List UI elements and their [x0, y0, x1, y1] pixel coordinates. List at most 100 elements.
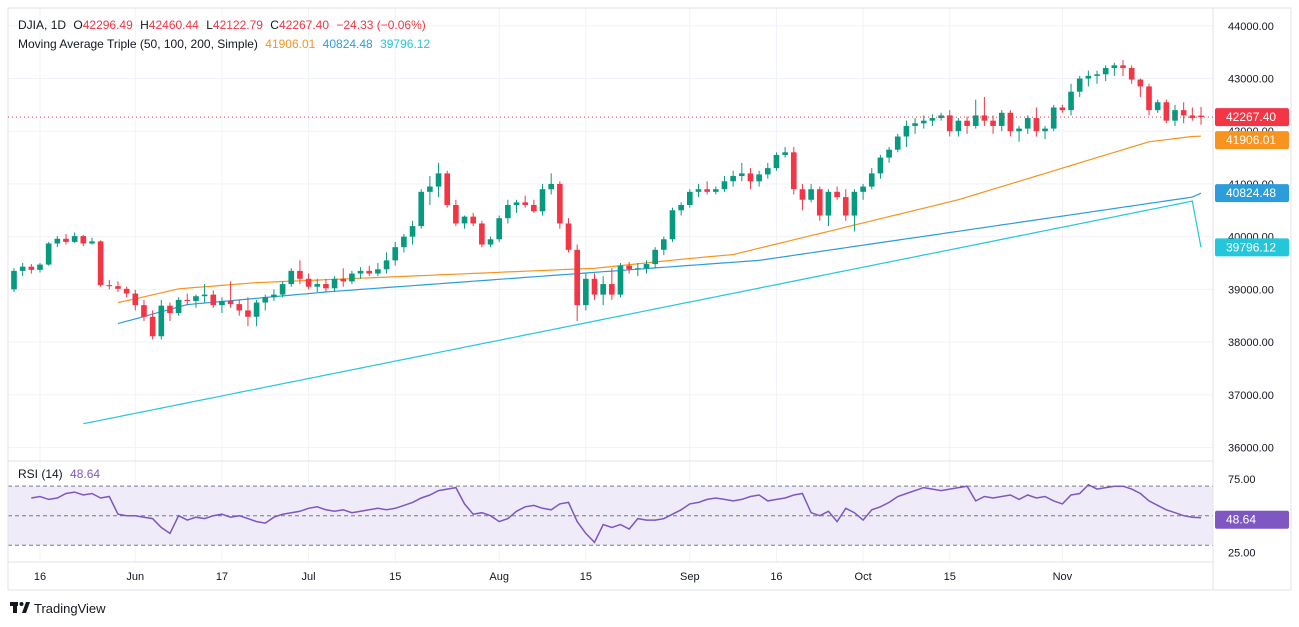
candle — [868, 168, 875, 190]
candle-body — [565, 223, 572, 250]
candle — [496, 215, 503, 242]
candle-body — [712, 189, 719, 192]
candle — [816, 186, 823, 221]
candle — [912, 118, 918, 134]
rsi-axis[interactable]: 75.00 25.00 — [1228, 474, 1256, 560]
candle — [1180, 102, 1187, 124]
price-axis[interactable]: 44000.0043000.0042000.0041000.0040000.00… — [1228, 21, 1274, 455]
candle — [834, 186, 840, 200]
candle — [80, 235, 87, 247]
price-tag-ma100-text: 40824.48 — [1226, 186, 1276, 200]
candle-body — [219, 300, 225, 306]
candle — [331, 276, 338, 292]
candle — [392, 241, 399, 266]
candle — [1085, 70, 1092, 87]
candle — [1068, 83, 1074, 116]
candle-body — [782, 152, 788, 155]
candle-body — [557, 183, 563, 224]
candle-body — [635, 268, 641, 270]
candle-body — [981, 115, 988, 121]
symbol-name[interactable]: DJIA — [18, 18, 44, 32]
candle — [704, 181, 710, 195]
candle — [531, 199, 537, 213]
interval[interactable]: 1D — [51, 18, 67, 32]
candle-body — [123, 288, 130, 294]
ma-label[interactable]: Moving Average Triple (50, 100, 200, Sim… — [18, 37, 258, 51]
candle-body — [1050, 107, 1057, 129]
candle-body — [357, 270, 364, 274]
candle-body — [1033, 118, 1040, 132]
candle — [453, 199, 459, 227]
price-tick-label: 44000.00 — [1228, 21, 1274, 33]
candle-body — [851, 191, 858, 216]
rsi-tick-label: 75.00 — [1228, 474, 1256, 486]
candle — [903, 120, 910, 148]
candle — [219, 297, 225, 314]
candle — [773, 152, 780, 171]
candle-body — [600, 284, 606, 295]
candle — [643, 260, 650, 274]
candle-body — [903, 125, 910, 137]
moving-average-lines — [83, 135, 1202, 425]
candle — [929, 114, 936, 126]
ma-legend[interactable]: Moving Average Triple (50, 100, 200, Sim… — [18, 37, 430, 51]
candle-body — [175, 299, 182, 314]
candle — [435, 162, 442, 198]
high-label: H — [140, 18, 149, 32]
candle-body — [920, 120, 927, 124]
candle — [808, 183, 814, 203]
candle-body — [583, 278, 589, 306]
candle — [964, 116, 970, 134]
candle — [479, 220, 485, 248]
candle-body — [132, 293, 139, 306]
candle-body — [626, 265, 632, 270]
rsi-label[interactable]: RSI (14) — [18, 467, 63, 481]
candle-body — [877, 157, 884, 174]
candle — [418, 189, 425, 229]
candle-body — [461, 216, 468, 224]
candle-body — [860, 186, 866, 192]
candle — [271, 289, 277, 301]
candle — [37, 262, 43, 273]
candle-body — [184, 299, 191, 301]
candle-body — [695, 189, 702, 192]
rsi-legend[interactable]: RSI (14) 48.64 — [18, 467, 100, 481]
candle — [1033, 107, 1040, 137]
candle-body — [591, 278, 598, 295]
candle-body — [401, 236, 407, 248]
candle — [747, 168, 754, 190]
candle — [513, 199, 520, 213]
candle-body — [938, 115, 944, 119]
time-axis[interactable]: 16 Jun 17 Jul 15 Aug 15 Sep 16 Oct 15 Nov — [34, 571, 1073, 583]
candle — [11, 268, 17, 292]
candle-body — [1042, 128, 1048, 132]
candle — [115, 281, 121, 292]
candle — [193, 294, 199, 308]
candle-body — [747, 173, 754, 182]
candle — [981, 96, 988, 126]
ohlc-legend[interactable]: DJIA, 1D O42296.49 H42460.44 L42122.79 C… — [18, 18, 426, 32]
candle — [1189, 107, 1196, 121]
candle-body — [929, 118, 936, 121]
price-tag-ma50-bg — [1215, 131, 1289, 150]
candle — [1094, 70, 1100, 84]
candle-body — [297, 270, 303, 279]
candle — [1050, 104, 1057, 132]
price-tag-last: 42267.40 — [1215, 108, 1289, 127]
candle — [245, 297, 251, 327]
candle — [574, 244, 580, 321]
candle-body — [340, 278, 347, 282]
candle — [158, 299, 165, 340]
price-tag-rsi-bg — [1215, 510, 1289, 529]
candle-body — [19, 266, 26, 271]
candle — [721, 176, 728, 192]
candle — [669, 207, 676, 242]
candle — [1198, 106, 1204, 125]
candle — [1111, 62, 1118, 76]
ma200-legend-value: 39796.12 — [380, 37, 430, 51]
tradingview-logo[interactable]: TradingView — [10, 601, 106, 616]
candle — [790, 147, 797, 195]
candle-body — [1128, 67, 1135, 80]
time-tick-label: Nov — [1053, 571, 1073, 583]
candle-body — [392, 247, 399, 261]
